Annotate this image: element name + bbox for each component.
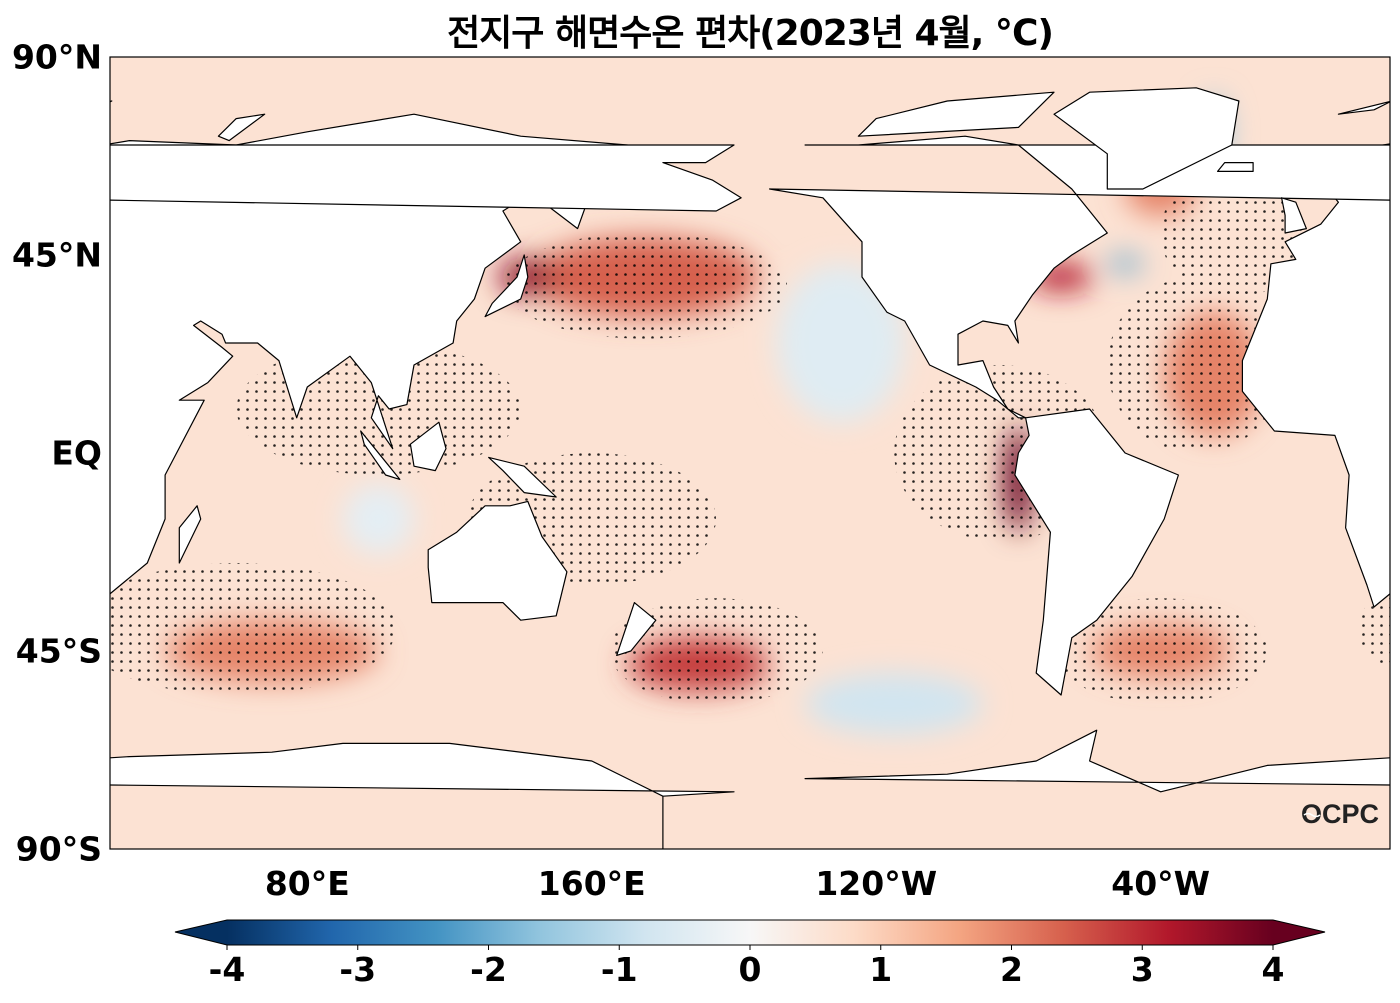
stippling <box>609 598 823 704</box>
landmass <box>857 91 1055 137</box>
landmass <box>1014 408 1180 696</box>
lon-tick-label: 160°E <box>537 864 646 903</box>
colorbar-tick-label: 3 <box>1130 950 1154 989</box>
landmass <box>804 729 1390 793</box>
colorbar-tick-label: 0 <box>738 950 762 989</box>
colorbar <box>174 919 1326 950</box>
lat-tick-label: 90°S <box>15 829 102 869</box>
ocpc-logo: OCPC <box>1301 799 1379 829</box>
landmass <box>110 144 742 212</box>
colorbar-tick-label: -3 <box>339 950 377 989</box>
stippling <box>1160 167 1303 299</box>
colorbar-extend-high <box>1273 920 1325 945</box>
stippling <box>1356 588 1390 670</box>
landmass <box>360 430 401 480</box>
lat-tick-label: EQ <box>51 433 102 473</box>
landmass <box>110 100 113 103</box>
landmass <box>217 113 266 142</box>
landmass <box>178 505 202 564</box>
logo-text: OCPC <box>1301 799 1379 829</box>
colorbar-extend-low <box>175 920 227 945</box>
landmass <box>409 421 447 472</box>
lat-tick-label: 45°N <box>11 235 102 275</box>
lon-tick-label: 120°W <box>815 864 938 903</box>
stippling <box>1054 598 1268 704</box>
lat-tick-label: 90°N <box>11 37 102 77</box>
landmass <box>1053 87 1240 190</box>
landmass <box>484 254 529 318</box>
colorbar-tick-label: 1 <box>869 950 893 989</box>
anomaly-region <box>1107 254 1143 273</box>
landmass <box>427 500 568 621</box>
lon-tick-label: 40°W <box>1111 864 1211 903</box>
stippling <box>0 167 23 299</box>
colorbar-tick-label: -4 <box>208 950 246 989</box>
landmass <box>616 601 657 657</box>
colorbar-tick-label: -1 <box>600 950 638 989</box>
map-frame <box>109 56 1391 850</box>
anomaly-region <box>805 673 983 735</box>
landmass <box>1216 162 1254 172</box>
colorbar-tick-label: 4 <box>1261 950 1285 989</box>
landmass <box>1280 197 1308 234</box>
stippling <box>503 232 788 339</box>
map-title: 전지구 해면수온 편차(2023년 4월, ℃) <box>447 13 1054 54</box>
anomaly-region <box>342 483 414 555</box>
lon-tick-label: 80°E <box>264 864 350 903</box>
landmass <box>1241 143 1390 608</box>
colorbar-tick-label: 2 <box>1000 950 1023 989</box>
landmass <box>110 113 664 595</box>
landmass <box>768 135 1390 419</box>
landmass <box>1337 100 1390 115</box>
colorbar-tick-label: -2 <box>470 950 507 989</box>
colorbar-bar <box>227 920 1273 945</box>
landmass <box>110 742 735 849</box>
lat-tick-label: 45°S <box>15 631 102 671</box>
stippling <box>1107 277 1285 453</box>
landmass <box>2 198 27 233</box>
anomaly-region <box>776 263 905 423</box>
stippling <box>0 277 5 453</box>
landmass <box>488 456 557 498</box>
stippling <box>110 563 396 695</box>
